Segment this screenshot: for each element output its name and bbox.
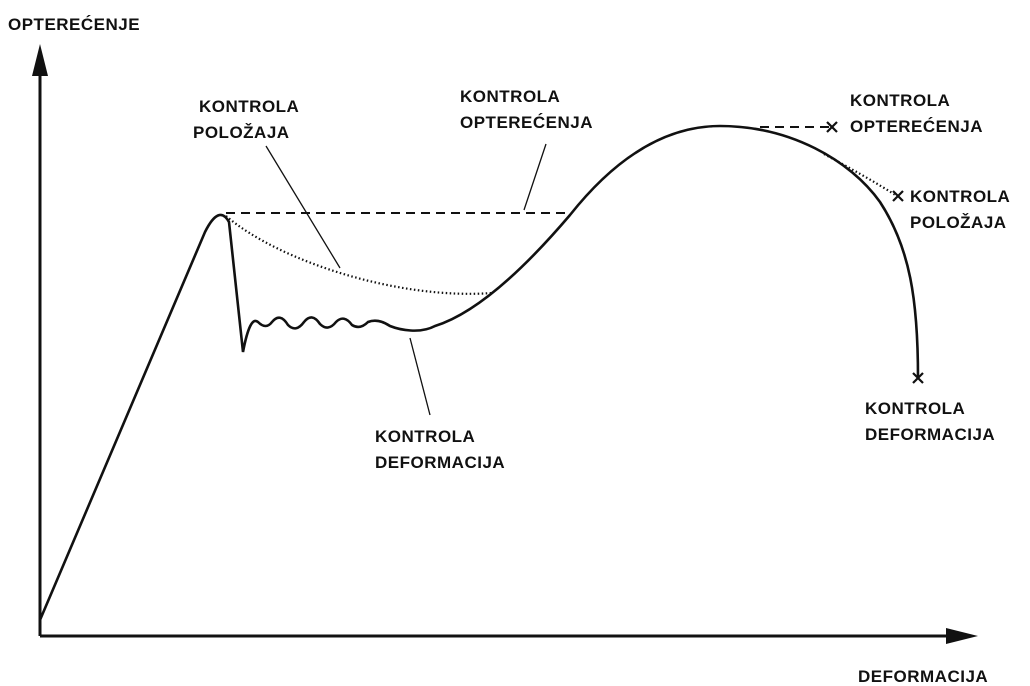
annotation: OPTEREĆENJA: [850, 117, 983, 136]
annotation: KONTROLA: [199, 97, 299, 116]
annotation: OPTEREĆENJA: [460, 113, 593, 132]
annotation: KONTROLA: [375, 427, 475, 446]
annotation: POLOŽAJA: [910, 213, 1007, 232]
annotation: POLOŽAJA: [193, 123, 290, 142]
annotation: DEFORMACIJA: [865, 425, 995, 444]
end-markers: [826, 121, 924, 384]
position-control-line: [225, 215, 493, 295]
annotation: DEFORMACIJA: [375, 453, 505, 472]
y-arrow: [32, 44, 48, 76]
x-axis-label: DEFORMACIJA: [858, 667, 988, 686]
annotation: KONTROLA: [910, 187, 1010, 206]
main-curve: [38, 124, 920, 621]
x-arrow: [946, 628, 978, 644]
annotation: KONTROLA: [850, 91, 950, 110]
y-axis-label: OPTEREĆENJE: [8, 15, 140, 34]
leader-line: [409, 337, 431, 416]
position-control-end: [823, 153, 898, 197]
leader-line: [265, 145, 341, 269]
annotation: KONTROLA: [865, 399, 965, 418]
leader-line: [523, 143, 547, 211]
annotation: KONTROLA: [460, 87, 560, 106]
